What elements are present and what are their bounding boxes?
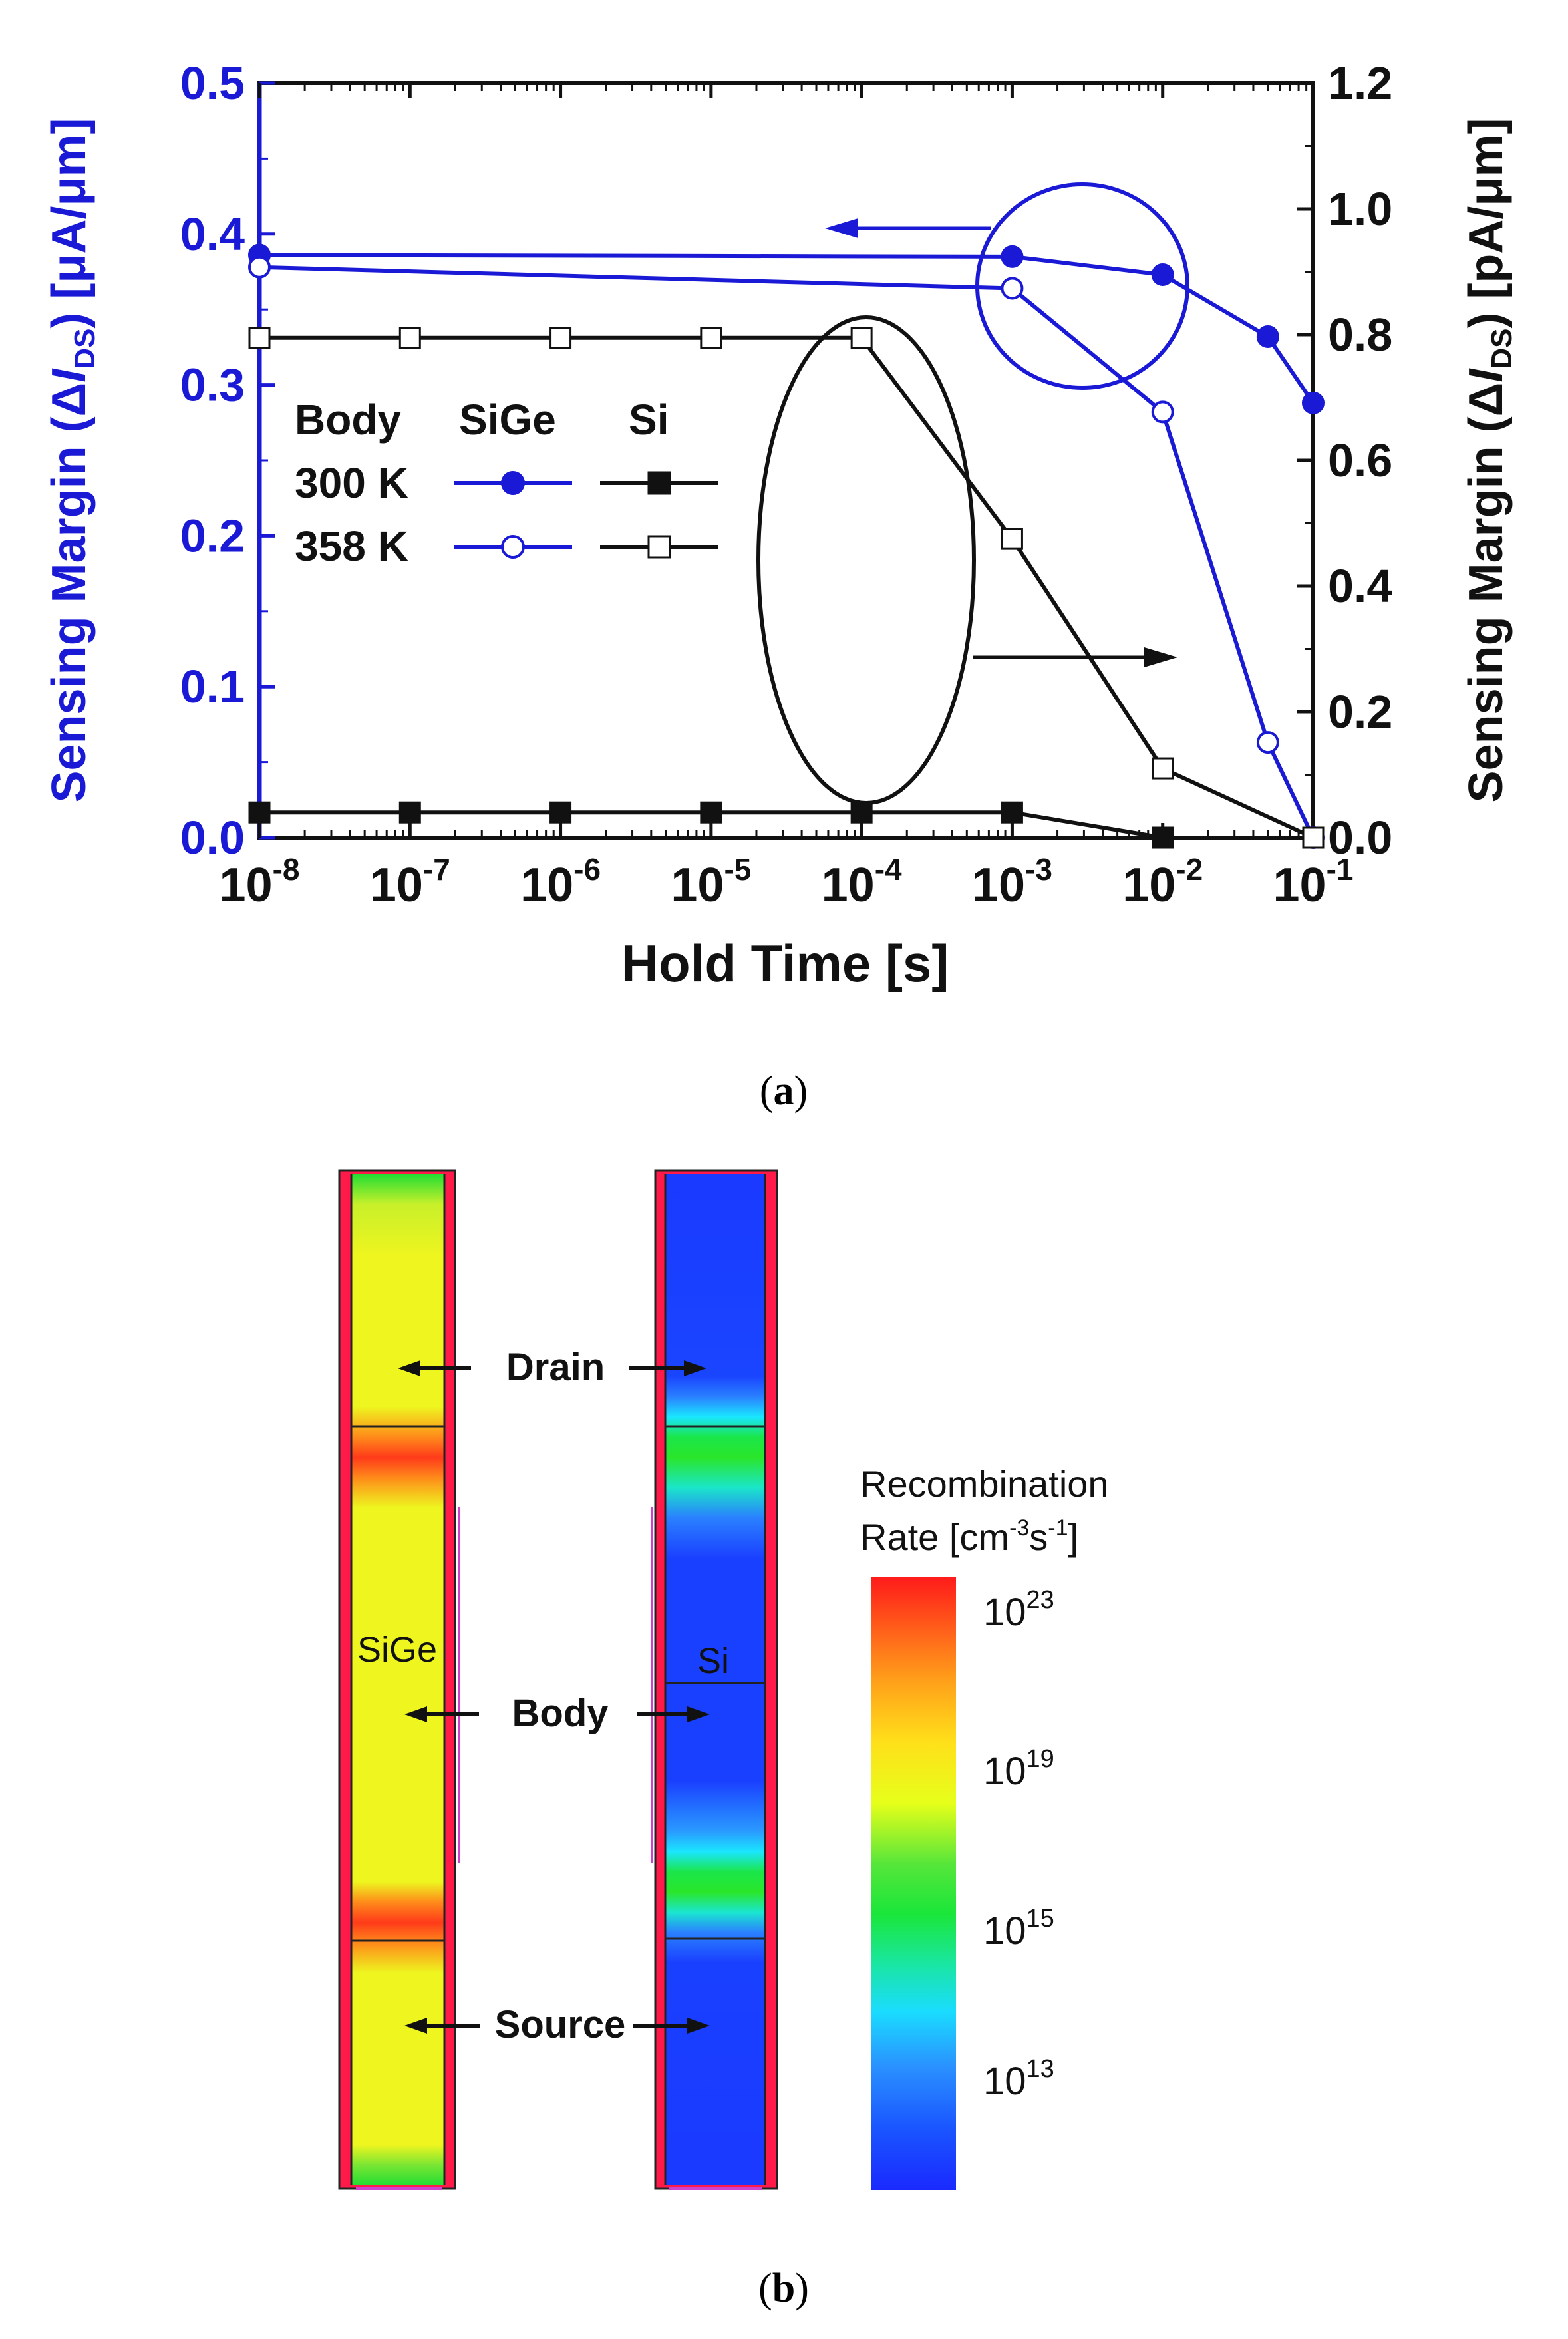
legend-si-300-marker bbox=[647, 471, 671, 495]
x-tick-label: 10-1 bbox=[1273, 852, 1354, 912]
legend-header-sige: SiGe bbox=[459, 396, 556, 444]
si-annotation-ellipse bbox=[756, 315, 976, 805]
y-left-axis-title: Sensing Margin (ΔIDS) [μA/μm] bbox=[43, 118, 101, 803]
y-left-tick-label: 0.2 bbox=[180, 510, 245, 561]
colorbar-tick-label: 1013 bbox=[983, 2055, 1054, 2103]
sige-left-arrow-head bbox=[825, 218, 858, 238]
y-left-ticks: 0.0 0.1 0.2 0.3 0.4 0.5 bbox=[180, 57, 275, 863]
colorbar-title-line2: Rate [cm-3s-1] bbox=[860, 1515, 1078, 1558]
si-material-label: Si bbox=[697, 1641, 729, 1681]
y-right-axis-title: Sensing Margin (ΔIDS) [pA/μm] bbox=[1460, 118, 1518, 803]
data-point-si-300-k bbox=[1152, 826, 1174, 849]
y-right-tick-label: 1.0 bbox=[1328, 183, 1392, 235]
legend-sige-300-marker bbox=[501, 471, 525, 495]
region-source-label: Source bbox=[495, 2003, 626, 2046]
data-point-si-358-k bbox=[1302, 826, 1325, 849]
legend-sige-358-marker bbox=[501, 535, 525, 559]
x-axis-title: Hold Time [s] bbox=[621, 934, 949, 993]
data-point-si-358-k bbox=[248, 327, 271, 349]
data-point-si-300-k bbox=[850, 801, 873, 824]
data-point-sige-358-k bbox=[1256, 731, 1279, 754]
colorbar-tick-label: 1019 bbox=[983, 1745, 1054, 1793]
region-labels: Drain Body Source bbox=[398, 1346, 710, 2046]
x-minor-ticks bbox=[303, 83, 1308, 838]
data-point-si-358-k bbox=[700, 327, 722, 349]
y-right-tick-label: 0.4 bbox=[1328, 560, 1392, 612]
data-point-si-300-k bbox=[248, 801, 271, 824]
legend-si-358-marker bbox=[647, 535, 671, 559]
colorbar-title-line1: Recombination bbox=[860, 1463, 1109, 1505]
x-tick-label: 10-5 bbox=[671, 852, 751, 912]
data-point-si-300-k bbox=[549, 801, 572, 824]
legend: Body SiGe Si 300 K 358 K bbox=[295, 396, 718, 570]
x-tick-label: 10-8 bbox=[220, 852, 300, 912]
x-tick-label: 10-7 bbox=[370, 852, 450, 912]
panel-b-simulation: SiGe Si Drain Body Source bbox=[338, 1170, 1109, 2311]
legend-row-358: 358 K bbox=[295, 522, 408, 570]
x-tick-label: 10-4 bbox=[822, 852, 902, 912]
y-left-tick-label: 0.1 bbox=[180, 661, 245, 712]
x-ticks: 10-8 10-7 10-6 10-5 10-4 10-3 10-2 10-1 bbox=[220, 83, 1354, 912]
data-point-si-358-k bbox=[850, 327, 873, 349]
data-point-si-358-k bbox=[1152, 757, 1174, 780]
series-line-si-300-k bbox=[259, 810, 1313, 840]
y-right-ticks: 0.0 0.2 0.4 0.6 0.8 1.0 1.2 bbox=[1297, 57, 1392, 863]
series-layer bbox=[248, 243, 1325, 849]
y-left-tick-label: 0.4 bbox=[180, 208, 245, 260]
region-body-label: Body bbox=[512, 1692, 609, 1735]
colorbar-ticks: 1023 1019 1015 1013 bbox=[983, 1586, 1054, 2103]
y-right-tick-label: 1.2 bbox=[1328, 57, 1392, 109]
data-point-sige-358-k bbox=[1151, 400, 1174, 424]
y-right-tick-label: 0.0 bbox=[1328, 812, 1392, 863]
data-point-si-300-k bbox=[1001, 801, 1023, 824]
data-point-si-358-k bbox=[398, 327, 421, 349]
colorbar-tick-label: 1015 bbox=[983, 1905, 1054, 1952]
series-line-sige-358-k bbox=[259, 265, 1315, 839]
colorbar: Recombination Rate [cm-3s-1] 1023 1019 101… bbox=[860, 1463, 1109, 2190]
y-left-tick-label: 0.3 bbox=[180, 359, 245, 411]
sige-device: SiGe bbox=[338, 1170, 460, 2190]
colorbar-tick-label: 1023 bbox=[983, 1586, 1054, 1634]
legend-header-si: Si bbox=[629, 396, 669, 444]
y-left-tick-label: 0.5 bbox=[180, 57, 245, 109]
legend-header-body: Body bbox=[295, 396, 401, 444]
y-right-tick-label: 0.8 bbox=[1328, 309, 1392, 361]
region-drain-label: Drain bbox=[506, 1346, 605, 1389]
data-point-si-358-k bbox=[1001, 528, 1023, 550]
si-right-arrow-head bbox=[1144, 647, 1177, 667]
sige-material-label: SiGe bbox=[357, 1630, 437, 1670]
data-point-sige-358-k bbox=[1001, 277, 1024, 300]
data-point-si-300-k bbox=[398, 801, 421, 824]
data-point-si-358-k bbox=[549, 327, 572, 349]
data-point-sige-300-k bbox=[1001, 245, 1024, 268]
data-point-si-300-k bbox=[700, 801, 722, 824]
x-tick-label: 10-6 bbox=[520, 852, 601, 912]
legend-row-300: 300 K bbox=[295, 459, 408, 507]
y-right-tick-label: 0.2 bbox=[1328, 686, 1392, 738]
series-line-si-358-k bbox=[259, 335, 1315, 840]
colorbar-gradient bbox=[871, 1577, 956, 2190]
panel-a-label: (a) bbox=[760, 1068, 808, 1114]
data-point-sige-300-k bbox=[1256, 325, 1279, 349]
si-device: Si bbox=[651, 1170, 778, 2190]
panel-b-label: (b) bbox=[758, 2266, 809, 2311]
data-point-sige-300-k bbox=[1302, 391, 1325, 414]
panel-a-chart: 0.0 0.1 0.2 0.3 0.4 0.5 0.0 0.2 0.4 0.6 0.8 1.0 1.2… bbox=[43, 57, 1518, 1114]
data-point-sige-358-k bbox=[248, 255, 271, 279]
y-left-tick-label: 0.0 bbox=[180, 812, 245, 863]
x-tick-label: 10-2 bbox=[1122, 852, 1203, 912]
x-tick-label: 10-3 bbox=[972, 852, 1052, 912]
data-point-sige-300-k bbox=[1151, 263, 1174, 287]
y-right-tick-label: 0.6 bbox=[1328, 434, 1392, 486]
